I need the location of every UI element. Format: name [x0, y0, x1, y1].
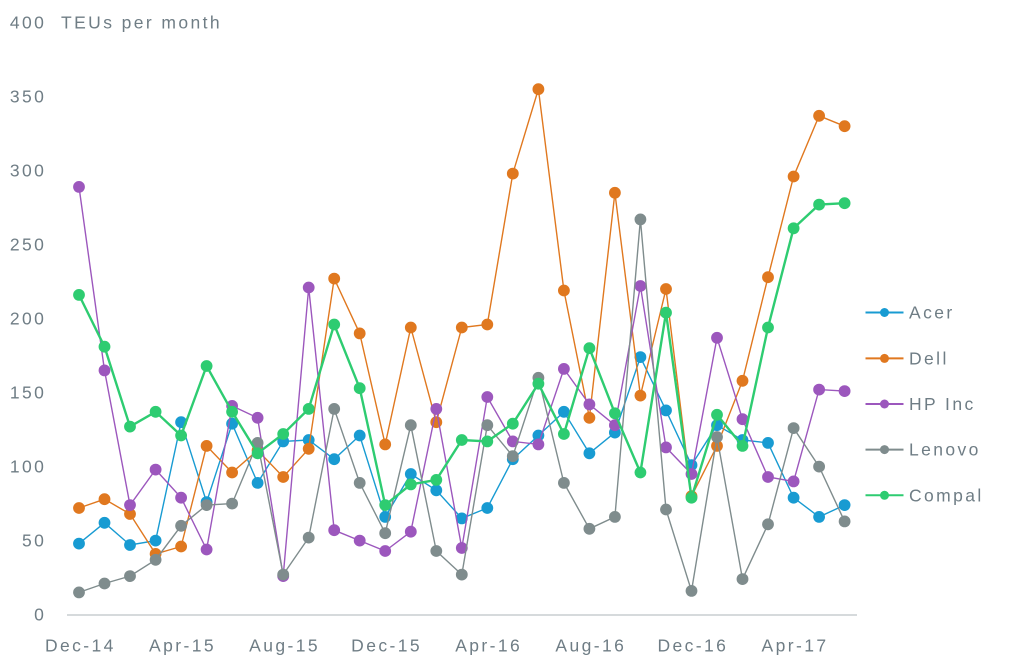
svg-text:100: 100 — [10, 457, 46, 477]
svg-text:Acer: Acer — [909, 303, 955, 323]
svg-text:HP Inc: HP Inc — [909, 394, 976, 414]
svg-text:Compal: Compal — [909, 485, 984, 505]
svg-text:Aug-15: Aug-15 — [249, 636, 320, 656]
svg-text:50: 50 — [22, 531, 46, 551]
svg-text:Apr-16: Apr-16 — [455, 636, 522, 656]
svg-text:200: 200 — [10, 309, 46, 329]
svg-text:0: 0 — [34, 605, 46, 625]
svg-text:350: 350 — [10, 87, 46, 107]
svg-text:Apr-15: Apr-15 — [149, 636, 216, 656]
svg-text:Lenovo: Lenovo — [909, 440, 981, 460]
svg-text:TEUs per month: TEUs per month — [61, 13, 222, 33]
svg-text:Dell: Dell — [909, 348, 949, 368]
svg-text:Apr-17: Apr-17 — [762, 636, 829, 656]
svg-text:400: 400 — [10, 13, 46, 33]
svg-text:150: 150 — [10, 383, 46, 403]
svg-text:Dec-15: Dec-15 — [351, 636, 422, 656]
svg-text:300: 300 — [10, 161, 46, 181]
svg-text:Dec-14: Dec-14 — [45, 636, 116, 656]
svg-text:250: 250 — [10, 235, 46, 255]
svg-text:Dec-16: Dec-16 — [657, 636, 728, 656]
svg-text:Aug-16: Aug-16 — [555, 636, 626, 656]
